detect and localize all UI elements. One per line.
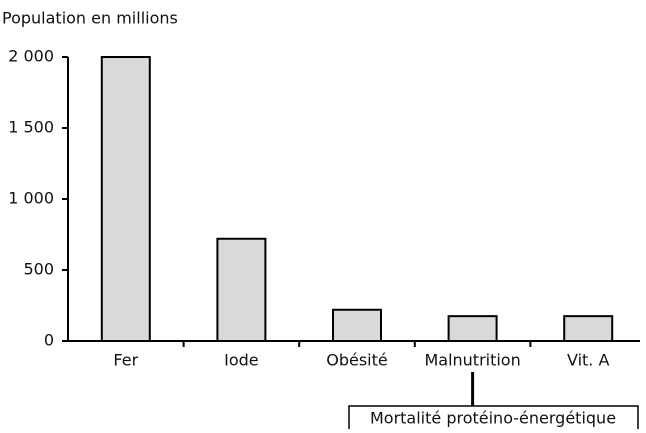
y-tick-label: 1 500 <box>8 118 54 137</box>
bar <box>447 315 498 342</box>
x-tick-label: Fer <box>113 351 138 370</box>
x-tick-label: Iode <box>224 351 259 370</box>
y-tick-label: 2 000 <box>8 47 54 66</box>
bar <box>332 308 382 343</box>
x-tick-label: Vit. A <box>567 351 609 370</box>
y-tick-label: 0 <box>44 331 54 350</box>
bar <box>563 315 614 342</box>
y-axis-label: Population en millions <box>2 9 178 28</box>
x-tick-label: Obésité <box>326 351 388 370</box>
x-tick-label: Malnutrition <box>424 351 520 370</box>
annotation: Mortalité protéino-énergétique <box>370 409 616 428</box>
bar <box>100 56 151 342</box>
bar <box>216 237 267 342</box>
y-tick-label: 1 000 <box>8 189 54 208</box>
y-tick-label: 500 <box>23 260 54 279</box>
